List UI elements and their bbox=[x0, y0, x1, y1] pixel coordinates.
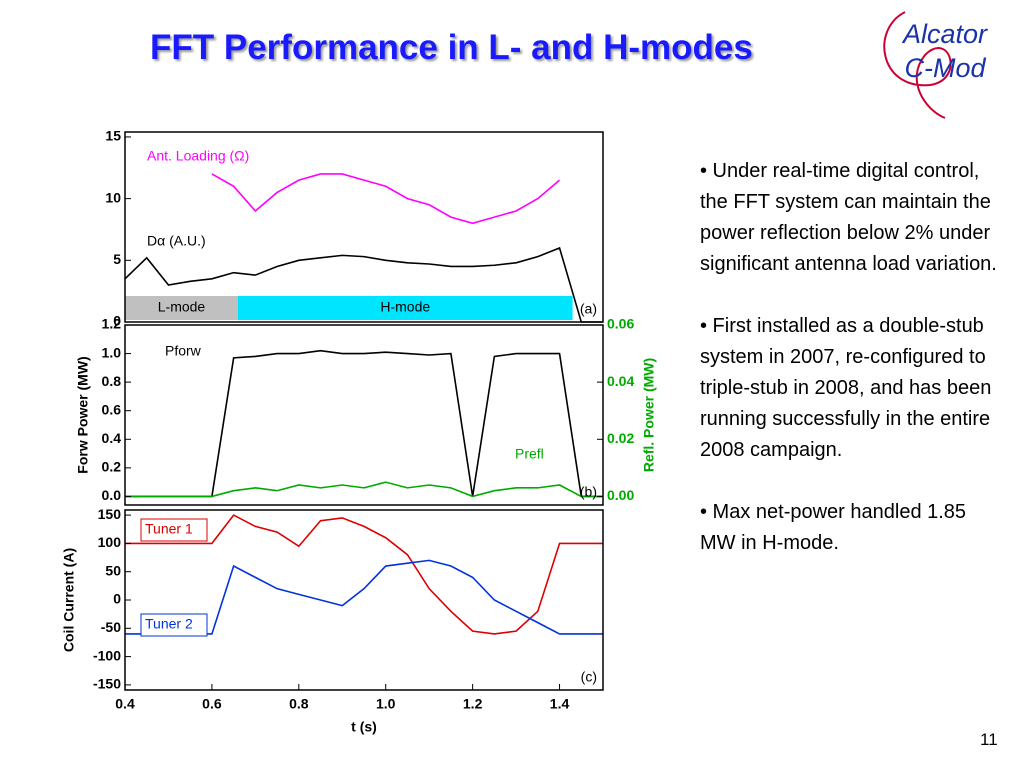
legend-label: Tuner 2 bbox=[145, 616, 193, 632]
bullet-list: • Under real-time digital control, the F… bbox=[700, 156, 1000, 590]
x-tick-label: 1.2 bbox=[463, 696, 483, 712]
mode-region bbox=[125, 296, 238, 320]
bullet: • Max net-power handled 1.85 MW in H-mod… bbox=[700, 501, 967, 554]
mode-label: H-mode bbox=[380, 299, 430, 315]
y-tick-label: -100 bbox=[93, 647, 121, 663]
legend-box bbox=[140, 518, 208, 542]
panel-label: (b) bbox=[580, 484, 597, 500]
plot-frame bbox=[124, 131, 604, 323]
legend-label: Prefl bbox=[515, 446, 544, 462]
legend-label: Pforw bbox=[165, 343, 202, 359]
x-tick-label: 1.4 bbox=[550, 696, 570, 712]
y-tick-label: 0.0 bbox=[102, 487, 122, 503]
x-tick-label: 0.4 bbox=[115, 696, 135, 712]
y-tick-label: -50 bbox=[101, 619, 121, 635]
y-axis-label: Coil Current (A) bbox=[61, 548, 77, 652]
mode-label: L-mode bbox=[158, 299, 206, 315]
panel-label: (a) bbox=[580, 301, 597, 317]
series-line bbox=[211, 173, 561, 225]
y-tick-label: 0 bbox=[113, 313, 121, 329]
y-tick-label: 150 bbox=[98, 506, 122, 522]
legend-box bbox=[140, 613, 208, 637]
y-tick-label: 0.8 bbox=[102, 373, 122, 389]
legend-label: Dα (A.U.) bbox=[147, 233, 206, 249]
logo-text: Alcator bbox=[901, 19, 988, 49]
series-line bbox=[124, 246, 603, 323]
series-line bbox=[125, 514, 603, 635]
plot-frame bbox=[124, 324, 604, 506]
y-tick-label: -150 bbox=[93, 676, 121, 692]
y-tick-label: 100 bbox=[98, 534, 122, 550]
series-line bbox=[125, 349, 603, 498]
y-tick-label: 1.2 bbox=[102, 316, 122, 332]
x-tick-label: 1.0 bbox=[376, 696, 396, 712]
x-tick-label: 0.6 bbox=[202, 696, 222, 712]
y-axis-label: Forw Power (MW) bbox=[75, 356, 91, 473]
y-tick-label: 0.2 bbox=[102, 459, 122, 475]
logo-text: C-Mod bbox=[904, 53, 986, 83]
slide-title: FFT Performance in L- and H-modes bbox=[150, 28, 753, 67]
bullet: • First installed as a double-stub syste… bbox=[700, 315, 992, 461]
y-tick-label: 15 bbox=[105, 128, 121, 144]
panel-label: (c) bbox=[581, 669, 597, 685]
page-number: 11 bbox=[980, 730, 998, 749]
y2-tick-label: 0.06 bbox=[607, 316, 634, 332]
series-line bbox=[125, 481, 603, 498]
y-tick-label: 10 bbox=[105, 189, 121, 205]
y-tick-label: 0.6 bbox=[102, 401, 122, 417]
y-tick-label: 0.4 bbox=[102, 430, 122, 446]
mode-region bbox=[237, 296, 573, 320]
y-tick-label: 0 bbox=[113, 591, 121, 607]
y-tick-label: 50 bbox=[105, 562, 121, 578]
legend-label: Tuner 1 bbox=[145, 521, 193, 537]
logo-swoosh bbox=[883, 11, 952, 119]
legend-label: Ant. Loading (Ω) bbox=[147, 148, 249, 164]
y2-tick-label: 0.04 bbox=[607, 373, 634, 389]
y2-tick-label: 0.02 bbox=[607, 430, 634, 446]
bullet: • Under real-time digital control, the F… bbox=[700, 160, 997, 275]
y-tick-label: 5 bbox=[113, 251, 121, 267]
y2-tick-label: 0.00 bbox=[607, 487, 634, 503]
y-tick-label: 1.0 bbox=[102, 344, 122, 360]
x-axis-label: t (s) bbox=[351, 719, 377, 735]
x-tick-label: 0.8 bbox=[289, 696, 309, 712]
y2-axis-label: Refl. Power (MW) bbox=[641, 358, 657, 472]
